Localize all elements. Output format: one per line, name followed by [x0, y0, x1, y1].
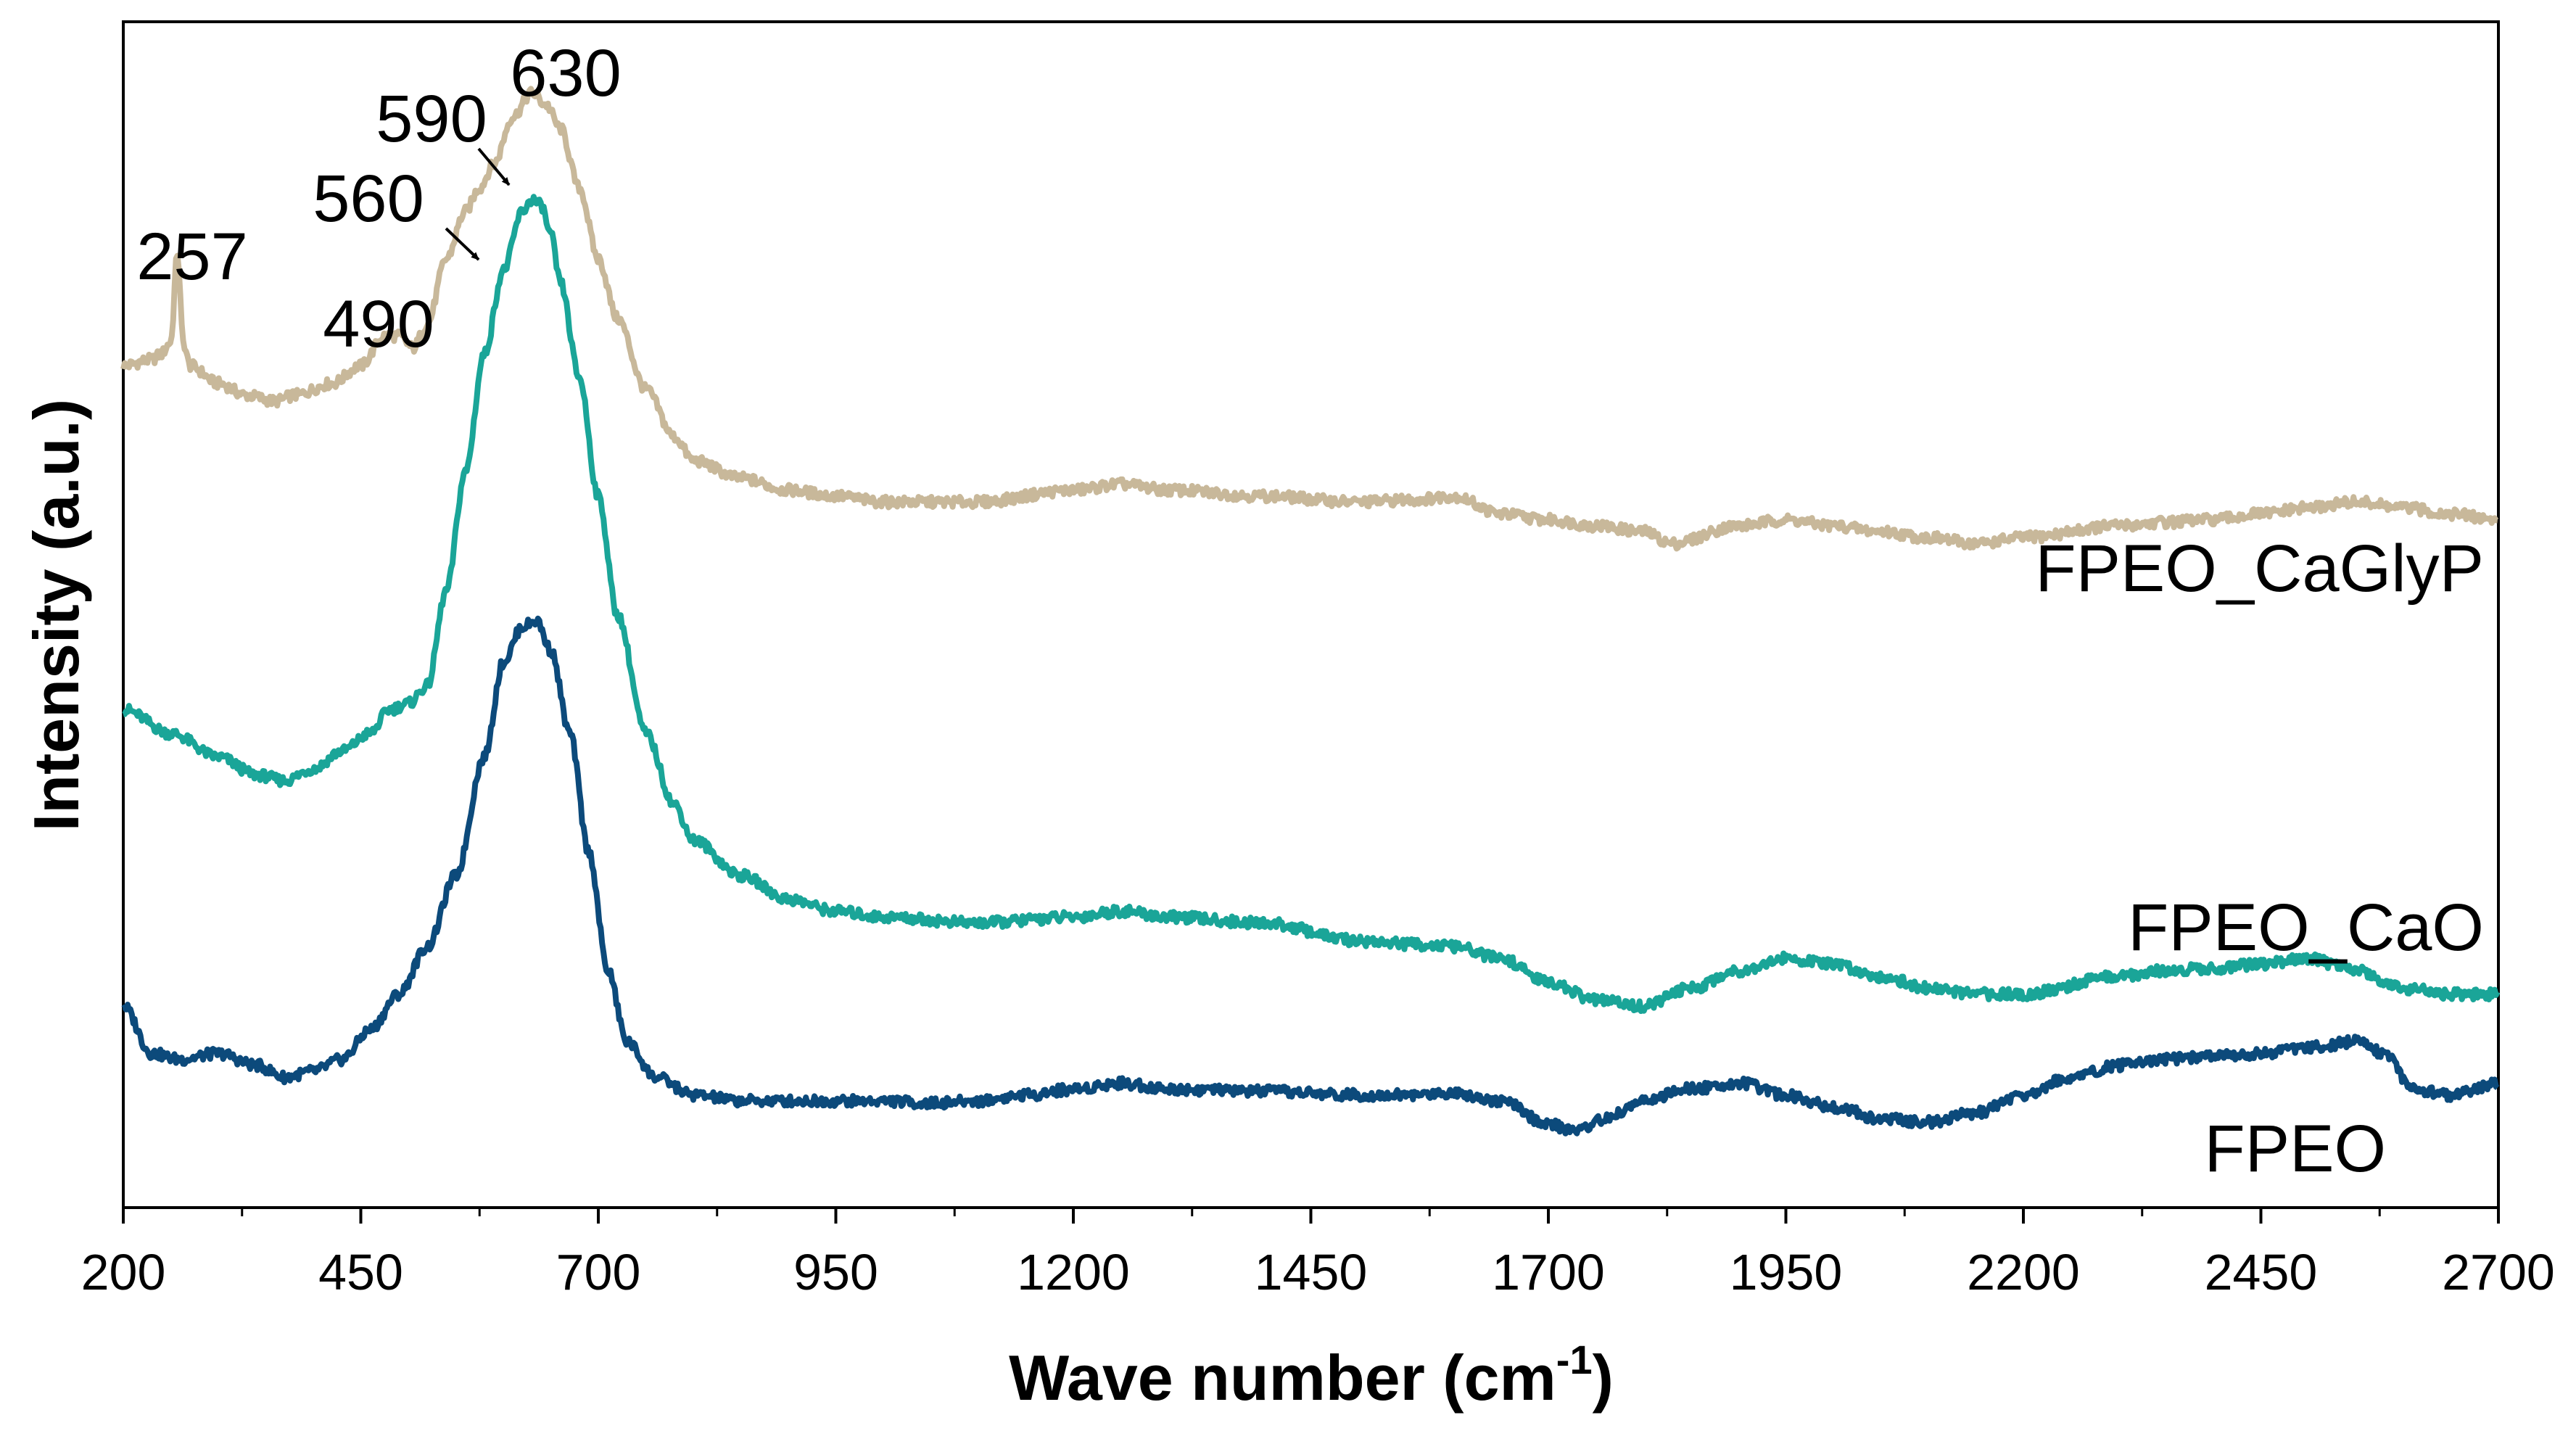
x-axis-ticks	[122, 1208, 2500, 1224]
peak-label-257: 257	[136, 220, 248, 294]
x-tick-label: 700	[556, 1244, 641, 1300]
peak-arrow-560	[445, 227, 480, 261]
x-tick-label: 1950	[1730, 1244, 1843, 1300]
series-label-fpeo: FPEO	[2205, 1112, 2386, 1186]
x-axis-title-text: Wave number (cm	[1009, 1342, 1556, 1414]
x-tick-label: 1700	[1492, 1244, 1605, 1300]
x-tick-label: 450	[318, 1244, 403, 1300]
series-label-fpeo-caglyp: FPEO_CaGlyP	[2035, 532, 2484, 606]
x-tick-label: 2200	[1967, 1244, 2080, 1300]
x-tick-label: 2700	[2442, 1244, 2555, 1300]
series-line-fpeo	[121, 615, 2500, 1137]
series-line-fpeo-cao	[122, 194, 2501, 1014]
series-group	[120, 86, 2501, 1137]
peak-arrow-590	[477, 147, 511, 186]
x-tick-labels: 200 450 700 950 1200 1450 1700 1950 2200…	[81, 1244, 2555, 1300]
x-tick-label: 200	[81, 1244, 166, 1300]
x-tick-label: 950	[793, 1244, 878, 1300]
x-tick-label: 1450	[1255, 1244, 1368, 1300]
peak-label-630: 630	[510, 36, 622, 110]
peak-label-490: 490	[323, 287, 434, 361]
y-axis-title: Intensity (a.u.)	[20, 399, 92, 832]
series-label-fpeo-cao: FPEO_CaO	[2128, 891, 2484, 965]
series-line-fpeo-caglyp	[120, 86, 2499, 552]
x-tick-label: 1200	[1017, 1244, 1130, 1300]
x-axis-title-superscript: -1	[1556, 1337, 1593, 1382]
x-tick-label: 2450	[2205, 1244, 2318, 1300]
peak-label-590: 590	[376, 82, 487, 156]
plot-area	[122, 20, 2500, 1209]
x-axis-title-close: )	[1593, 1342, 1614, 1414]
peak-label-560: 560	[313, 162, 424, 236]
x-axis-title: Wave number (cm-1)	[1009, 1337, 1614, 1414]
